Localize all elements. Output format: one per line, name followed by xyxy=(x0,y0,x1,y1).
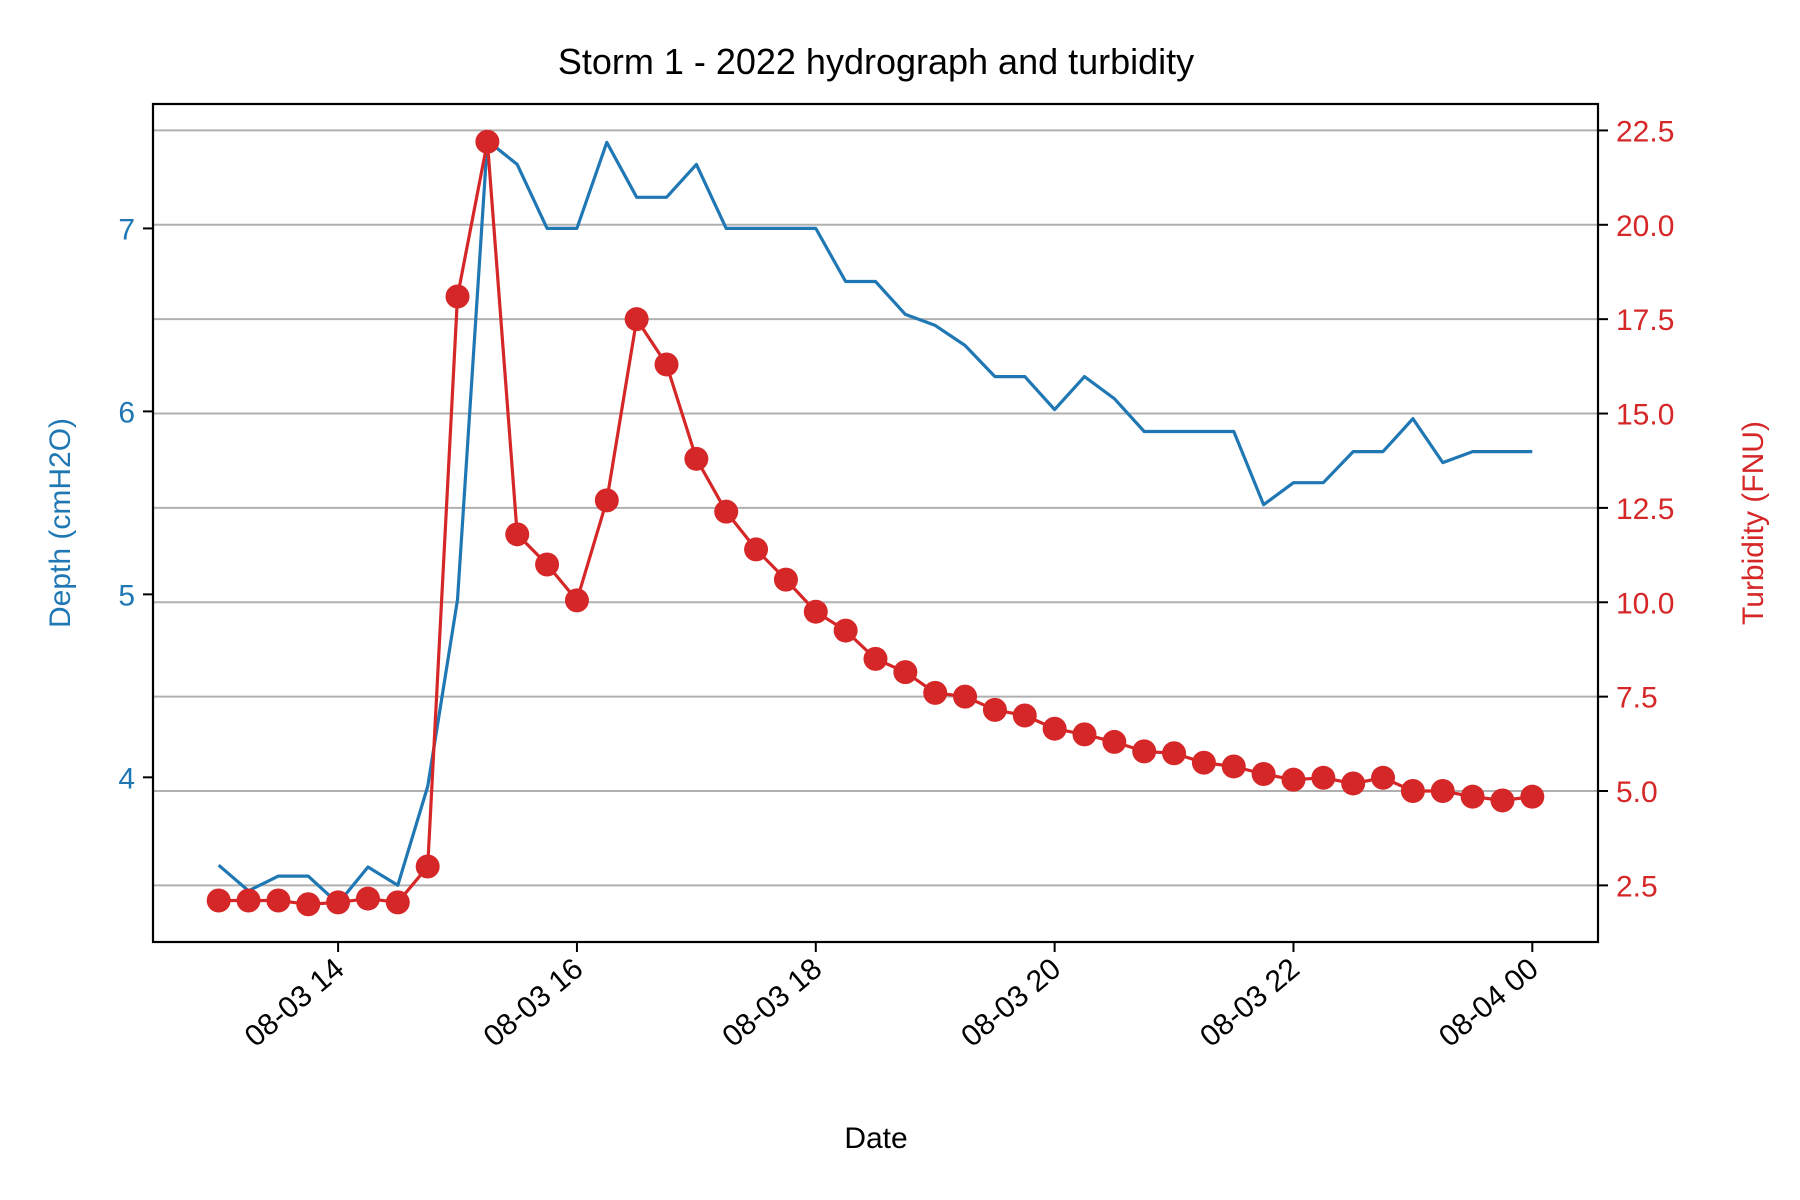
x-axis: 08-03 14 08-03 16 08-03 18 08-03 20 08-03 22… xyxy=(239,942,1545,1053)
right-tick-label: 15.0 xyxy=(1616,399,1674,432)
turbidity-point xyxy=(714,499,739,524)
turbidity-point xyxy=(1162,741,1187,766)
turbidity-point xyxy=(1191,750,1216,775)
turbidity-point xyxy=(1520,784,1545,809)
x-tick-label: 08-03 22 xyxy=(1194,952,1306,1053)
turbidity-point xyxy=(355,886,380,911)
turbidity-point xyxy=(1251,762,1276,787)
turbidity-point xyxy=(1132,739,1157,764)
turbidity-point xyxy=(982,697,1007,722)
turbidity-point xyxy=(773,567,798,592)
x-tick-label: 08-04 00 xyxy=(1433,952,1545,1053)
turbidity-point xyxy=(535,552,560,577)
turbidity-point xyxy=(266,888,291,913)
turbidity-point xyxy=(1012,703,1037,728)
turbidity-point xyxy=(744,537,769,562)
turbidity-point xyxy=(415,854,440,879)
turbidity-point xyxy=(1490,788,1515,813)
right-y-axis: 2.5 5.0 7.5 10.0 12.5 15.0 17.5 20.0 22.5 xyxy=(1598,115,1674,903)
left-tick-label: 4 xyxy=(118,762,135,795)
turbidity-point xyxy=(1072,722,1097,747)
turbidity-point xyxy=(803,599,828,624)
depth-line xyxy=(217,139,1533,906)
x-tick-label: 08-03 18 xyxy=(716,952,828,1053)
turbidity-line xyxy=(218,140,1533,906)
turbidity-point xyxy=(893,660,918,685)
left-tick-label: 7 xyxy=(118,213,135,246)
turbidity-point xyxy=(1460,784,1485,809)
left-tick-label: 6 xyxy=(118,396,135,429)
right-tick-label: 20.0 xyxy=(1616,210,1674,243)
x-axis-label: Date xyxy=(844,1122,907,1155)
x-tick-label: 08-03 20 xyxy=(955,952,1067,1053)
turbidity-point xyxy=(594,488,619,513)
turbidity-point xyxy=(1042,716,1067,741)
turbidity-point xyxy=(863,646,888,671)
grid-lines xyxy=(153,129,1598,887)
turbidity-point xyxy=(1400,779,1425,804)
right-tick-label: 2.5 xyxy=(1616,870,1658,903)
chart-title: Storm 1 - 2022 hydrograph and turbidity xyxy=(558,41,1194,82)
turbidity-point xyxy=(326,890,351,915)
turbidity-point xyxy=(654,352,679,377)
turbidity-point xyxy=(684,446,709,471)
left-y-axis: 4 5 6 7 xyxy=(118,213,153,795)
turbidity-series xyxy=(206,129,1545,917)
x-tick-label: 08-03 16 xyxy=(478,952,590,1053)
plot-frame xyxy=(151,102,1600,944)
x-tick-label: 08-03 14 xyxy=(239,952,351,1053)
turbidity-point xyxy=(445,284,470,309)
right-tick-label: 7.5 xyxy=(1616,682,1658,715)
turbidity-point xyxy=(1430,779,1455,804)
left-tick-label: 5 xyxy=(118,579,135,612)
turbidity-point xyxy=(296,892,321,917)
right-tick-label: 22.5 xyxy=(1616,115,1674,148)
turbidity-point xyxy=(923,680,948,705)
turbidity-point xyxy=(1102,729,1127,754)
turbidity-point xyxy=(505,522,530,547)
turbidity-point xyxy=(236,888,261,913)
right-tick-label: 12.5 xyxy=(1616,493,1674,526)
turbidity-point xyxy=(953,684,978,709)
turbidity-point xyxy=(1311,765,1336,790)
right-tick-label: 10.0 xyxy=(1616,587,1674,620)
turbidity-point xyxy=(1341,771,1366,796)
left-axis-label: Depth (cmH2O) xyxy=(44,418,77,628)
turbidity-point xyxy=(624,307,649,332)
turbidity-point xyxy=(475,129,500,154)
right-tick-label: 5.0 xyxy=(1616,776,1658,809)
turbidity-point xyxy=(385,890,410,915)
turbidity-point xyxy=(1371,765,1396,790)
right-axis-label: Turbidity (FNU) xyxy=(1737,421,1770,625)
right-tick-label: 17.5 xyxy=(1616,304,1674,337)
turbidity-point xyxy=(1281,767,1306,792)
turbidity-point xyxy=(564,588,589,613)
turbidity-point xyxy=(206,888,231,913)
turbidity-point xyxy=(1221,754,1246,779)
turbidity-point xyxy=(833,618,858,643)
depth-series xyxy=(217,139,1533,906)
